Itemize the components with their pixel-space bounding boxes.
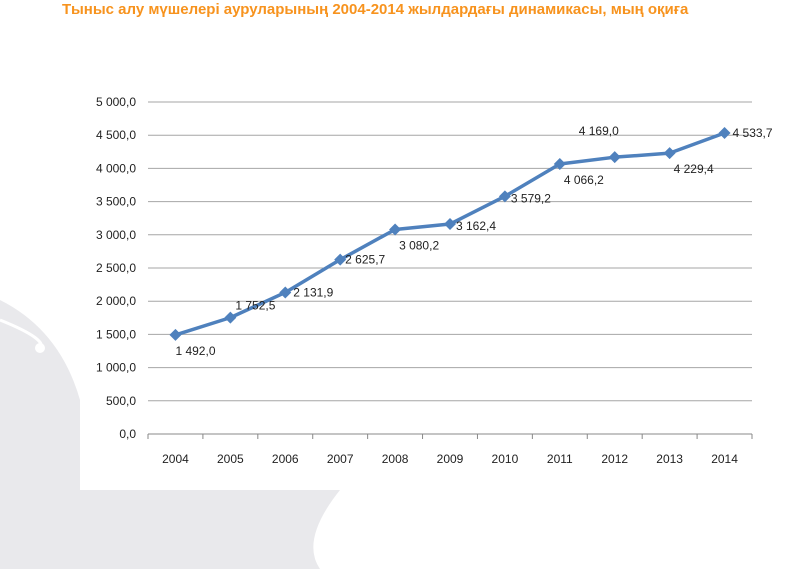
data-point [169, 328, 182, 341]
x-tick-label: 2011 [547, 452, 573, 466]
x-tick-label: 2007 [327, 452, 354, 466]
y-tick-label: 3 500,0 [96, 195, 136, 209]
data-label: 1 752,5 [235, 299, 275, 313]
x-tick-label: 2008 [382, 452, 409, 466]
data-label: 2 625,7 [345, 253, 385, 267]
y-tick-label: 5 000,0 [96, 95, 136, 109]
x-tick-label: 2005 [217, 452, 244, 466]
y-tick-label: 3 000,0 [96, 228, 136, 242]
x-tick-label: 2013 [656, 452, 683, 466]
x-tick-label: 2012 [601, 452, 628, 466]
data-label: 4 066,2 [564, 173, 604, 187]
data-label: 3 080,2 [399, 238, 439, 252]
data-label: 2 131,9 [293, 285, 333, 299]
data-point [498, 190, 511, 203]
y-tick-label: 500,0 [106, 394, 136, 408]
data-point [718, 126, 731, 139]
data-label: 4 533,7 [733, 126, 773, 140]
data-point [553, 158, 566, 171]
y-tick-label: 2 000,0 [96, 294, 136, 308]
data-point [444, 218, 456, 231]
y-tick-label: 4 500,0 [96, 128, 136, 142]
x-tick-label: 2014 [711, 452, 738, 466]
data-point [334, 253, 347, 266]
chart-title: Тыныс алу мүшелері ауруларының 2004-2014… [62, 1, 689, 18]
data-label: 4 229,4 [674, 162, 714, 176]
x-tick-label: 2009 [437, 452, 464, 466]
y-tick-label: 2 500,0 [96, 261, 136, 275]
data-point [608, 151, 621, 164]
data-point [663, 147, 676, 160]
y-tick-label: 1 000,0 [96, 361, 136, 375]
data-point [224, 311, 237, 324]
data-point [389, 223, 402, 236]
data-label: 1 492,0 [175, 344, 215, 358]
y-tick-label: 4 000,0 [96, 161, 136, 175]
x-tick-label: 2006 [272, 452, 299, 466]
y-tick-label: 0,0 [119, 427, 136, 441]
data-point [279, 286, 292, 299]
y-tick-label: 1 500,0 [96, 327, 136, 341]
data-label: 3 162,4 [456, 219, 496, 233]
x-tick-label: 2010 [492, 452, 519, 466]
data-label: 3 579,2 [511, 191, 551, 205]
data-label: 4 169,0 [579, 124, 619, 138]
x-tick-label: 2004 [162, 452, 189, 466]
